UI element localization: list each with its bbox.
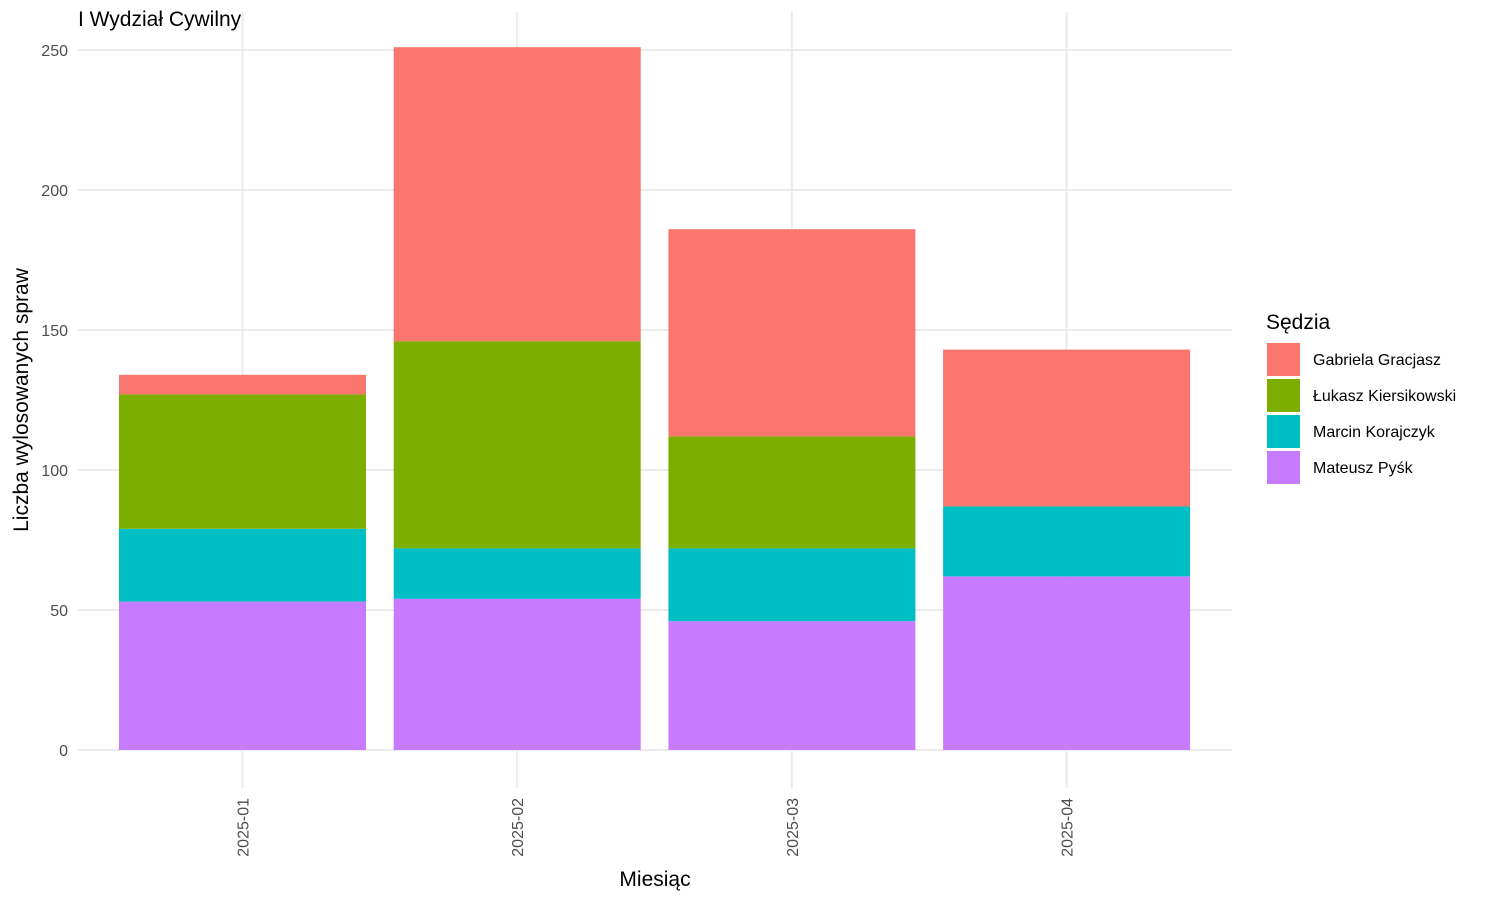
bar-segment	[943, 506, 1191, 577]
legend-label: Łukasz Kiersikowski	[1313, 388, 1456, 405]
bar-segment	[119, 528, 366, 602]
y-axis-ticks: 0 50 100 150 200 250	[41, 43, 68, 760]
legend-key	[1267, 379, 1300, 412]
legend-title: Sędzia	[1266, 311, 1331, 334]
bar-segment	[393, 341, 641, 549]
legend-key	[1267, 415, 1300, 448]
legend-label: Marcin Korajczyk	[1313, 424, 1436, 441]
bar-segment	[119, 601, 366, 750]
bar-segment	[668, 229, 916, 437]
y-tick-label: 100	[41, 463, 68, 480]
legend-key	[1267, 343, 1300, 376]
bar-segment	[393, 598, 641, 750]
y-tick-label: 0	[59, 743, 68, 760]
bar-segment	[393, 548, 641, 599]
bar-segment	[119, 374, 366, 395]
legend: Sędzia Gabriela Gracjasz Łukasz Kiersikow…	[1266, 311, 1456, 484]
bar-segment	[119, 394, 366, 529]
bar-segment	[668, 436, 916, 549]
y-tick-label: 50	[50, 603, 68, 620]
bar-segment	[668, 548, 916, 622]
legend-label: Mateusz Pyśk	[1313, 460, 1414, 477]
legend-label: Gabriela Gracjasz	[1313, 352, 1441, 369]
x-axis-ticks: 2025-01 2025-02 2025-03 2025-04	[236, 798, 1077, 857]
bar-segment	[668, 621, 916, 750]
bar-segment	[943, 349, 1191, 507]
bar-segment	[393, 47, 641, 342]
x-axis-title: Miesiąc	[619, 868, 690, 891]
chart-title: I Wydział Cywilny	[78, 8, 242, 31]
y-tick-label: 250	[41, 43, 68, 60]
y-tick-label: 200	[41, 183, 68, 200]
x-tick-label: 2025-02	[510, 798, 527, 857]
y-tick-label: 150	[41, 323, 68, 340]
legend-key	[1267, 451, 1300, 484]
x-tick-label: 2025-04	[1060, 798, 1077, 857]
bars	[119, 47, 1191, 750]
x-tick-label: 2025-01	[236, 798, 253, 857]
x-tick-label: 2025-03	[785, 798, 802, 857]
bar-segment	[943, 576, 1191, 750]
y-axis-title: Liczba wylosowanych spraw	[10, 267, 33, 532]
